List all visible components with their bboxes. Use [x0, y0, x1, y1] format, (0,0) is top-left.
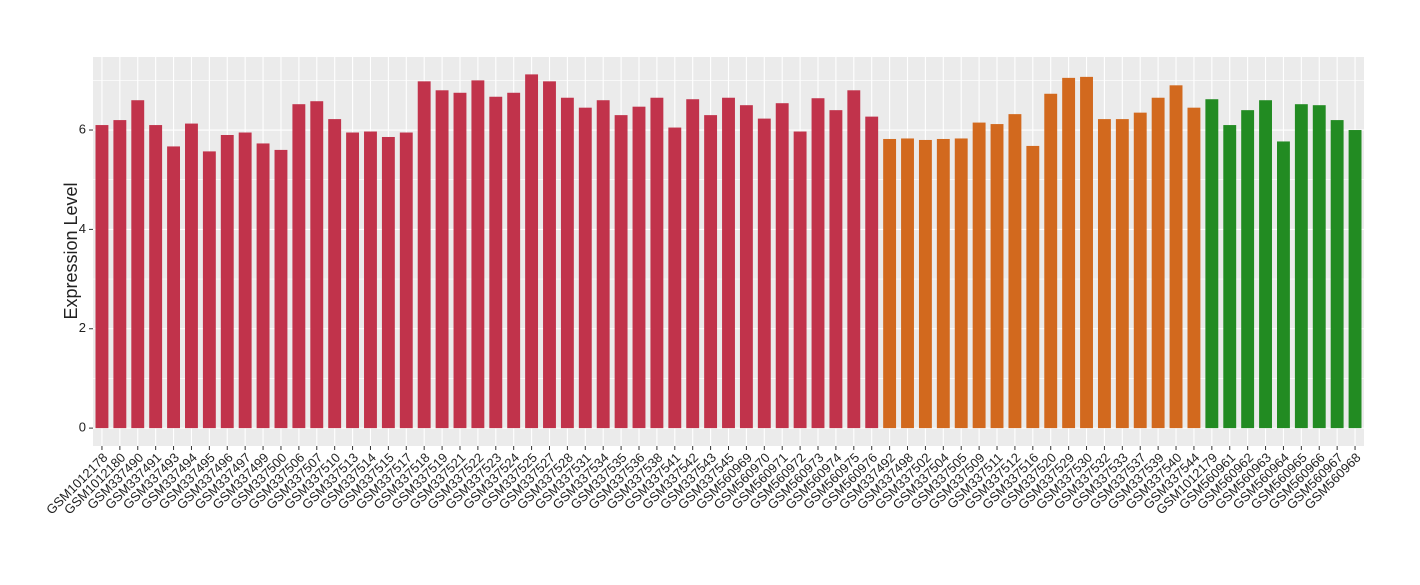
- bar: [1223, 125, 1237, 429]
- y-tick-label: 4: [79, 221, 86, 236]
- bar: [1294, 104, 1308, 429]
- bar: [560, 97, 574, 429]
- bar: [1312, 105, 1326, 429]
- bar: [1115, 119, 1129, 429]
- bar: [167, 146, 181, 429]
- y-axis-label: Expression Level: [61, 182, 81, 319]
- bar: [972, 122, 986, 429]
- bar: [1008, 114, 1022, 429]
- bar: [1330, 120, 1344, 429]
- bar: [202, 151, 216, 429]
- y-tick-label: 2: [79, 320, 86, 335]
- bar: [614, 115, 628, 429]
- bar: [453, 92, 467, 429]
- bar: [346, 132, 360, 429]
- bar: [793, 131, 807, 429]
- bar: [578, 107, 592, 429]
- bar: [435, 90, 449, 429]
- bar: [596, 100, 610, 429]
- bar: [220, 134, 234, 429]
- y-tick-label: 0: [79, 420, 86, 435]
- y-tick-label: 6: [79, 121, 86, 136]
- bar: [543, 81, 556, 429]
- bar: [507, 92, 521, 429]
- bar: [704, 115, 718, 429]
- bar: [1348, 130, 1362, 429]
- bar: [1026, 145, 1040, 429]
- bar: [722, 97, 735, 429]
- bar: [525, 74, 539, 429]
- bar: [131, 100, 145, 429]
- bar: [739, 105, 753, 429]
- bar: [113, 120, 127, 429]
- bar: [399, 132, 413, 429]
- bar: [650, 97, 664, 429]
- bar: [364, 131, 377, 429]
- bar: [668, 127, 682, 429]
- bar: [865, 116, 879, 429]
- bar: [274, 149, 288, 429]
- bar: [471, 80, 485, 429]
- bar: [990, 124, 1004, 429]
- bar: [1259, 100, 1272, 429]
- bar: [918, 139, 932, 429]
- bar: [1080, 76, 1093, 429]
- bar: [185, 123, 198, 429]
- bar: [829, 110, 843, 429]
- bar: [381, 136, 395, 429]
- bar: [1187, 107, 1201, 429]
- bar: [292, 104, 306, 429]
- bar: [936, 138, 950, 429]
- bar: [883, 138, 897, 429]
- bar: [149, 125, 163, 429]
- bar: [757, 118, 771, 429]
- bar: [1169, 85, 1183, 429]
- bar: [847, 90, 861, 429]
- bar: [1276, 141, 1290, 429]
- bar: [1205, 99, 1219, 429]
- bar: [417, 81, 431, 429]
- bar: [256, 143, 270, 429]
- bar: [1044, 93, 1058, 429]
- bar: [1151, 97, 1165, 429]
- bar: [489, 96, 503, 429]
- bar: [1133, 112, 1147, 429]
- bar: [95, 125, 109, 429]
- bar: [775, 103, 789, 429]
- bar: [632, 106, 646, 429]
- bar: [811, 98, 825, 429]
- bar: [954, 138, 968, 429]
- bar: [1062, 77, 1076, 429]
- bar: [901, 138, 914, 429]
- bar: [1097, 119, 1111, 429]
- bar: [1241, 110, 1255, 429]
- bar: [238, 132, 252, 429]
- bar: [328, 119, 342, 429]
- bar: [686, 99, 700, 429]
- bar: [310, 101, 324, 429]
